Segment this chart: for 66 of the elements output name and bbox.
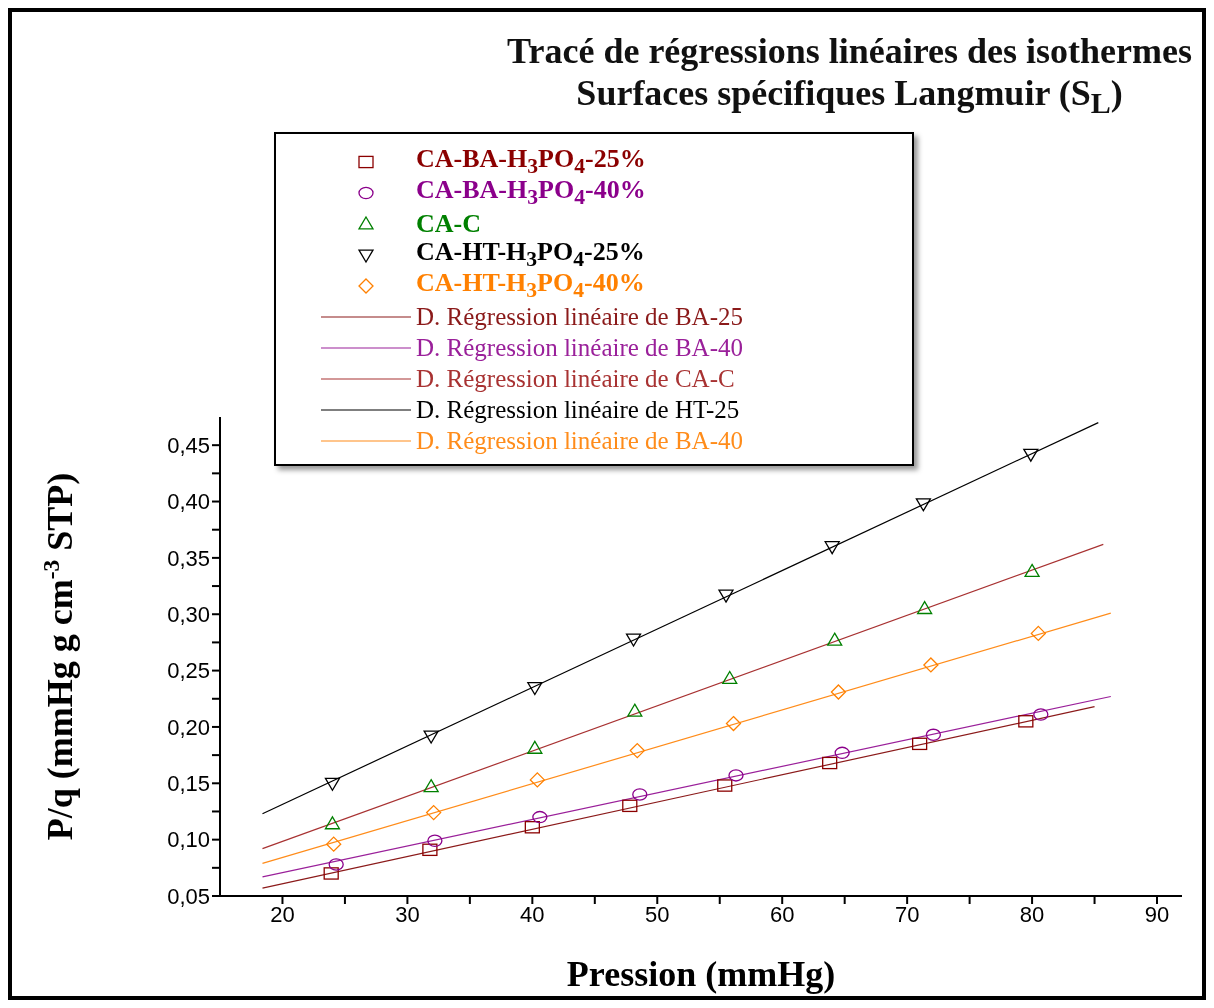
- point: [527, 681, 543, 696]
- point: [834, 746, 850, 760]
- point: [915, 498, 932, 512]
- legend-label: D. Régression linéaire de CA-C: [416, 364, 735, 393]
- x-tick-label: 60: [769, 901, 795, 927]
- point: [527, 740, 543, 754]
- point: [622, 799, 638, 813]
- point: [728, 769, 744, 782]
- point: [425, 804, 442, 821]
- point: [717, 779, 733, 792]
- y-tick-label: 0,35: [167, 545, 210, 571]
- point: [923, 657, 939, 673]
- point: [725, 715, 742, 732]
- point: [323, 867, 339, 880]
- point: [324, 816, 341, 830]
- x-tick-label: 90: [1144, 901, 1170, 927]
- point: [1023, 448, 1039, 462]
- point: [1033, 708, 1049, 721]
- x-tick-label: 30: [395, 901, 420, 927]
- point: [529, 772, 545, 788]
- y-tick-label: 0,25: [167, 658, 210, 684]
- chart-subtitle: Surfaces spécifiques Langmuir (S$_{L}$): [575, 72, 1124, 122]
- legend-label: CA-C: [416, 208, 481, 239]
- point: [718, 589, 734, 603]
- point: [830, 684, 847, 700]
- y-tick-label: 0,20: [167, 714, 210, 740]
- point: [524, 821, 540, 834]
- legend-label: D. Régression linéaire de BA-40: [416, 333, 744, 362]
- y-tick-label: 0,10: [167, 827, 210, 853]
- point: [625, 633, 642, 647]
- point: [916, 600, 933, 615]
- x-tick-label: 50: [645, 901, 670, 927]
- y-tick-label: 0,05: [167, 883, 210, 909]
- point: [427, 834, 443, 848]
- x-tick-label: 80: [1019, 901, 1045, 927]
- point: [1024, 563, 1040, 577]
- point: [925, 728, 942, 742]
- y-tick-label: 0,40: [167, 489, 210, 515]
- point: [824, 541, 840, 555]
- legend-label: D. Régression linéaire de BA-40: [416, 426, 744, 455]
- point: [324, 777, 341, 791]
- legend-label: D. Régression linéaire de HT-25: [416, 395, 740, 424]
- x-axis-title: Pression (mmHg): [566, 954, 836, 994]
- point: [722, 670, 738, 685]
- point: [1030, 625, 1046, 642]
- point: [423, 730, 439, 744]
- point: [328, 858, 344, 871]
- y-tick-label: 0,45: [167, 432, 210, 458]
- point: [822, 756, 838, 770]
- point: [627, 703, 643, 717]
- point: [827, 632, 843, 646]
- y-tick-label: 0,30: [167, 602, 210, 628]
- x-tick-label: 70: [894, 901, 920, 927]
- x-tick-label: 40: [520, 901, 545, 927]
- point: [423, 779, 439, 793]
- chart-title: Tracé de régressions linéaires des isothermes: [507, 30, 1192, 72]
- x-tick-label: 20: [270, 901, 295, 927]
- point: [629, 742, 645, 759]
- point: [911, 737, 928, 751]
- point: [326, 836, 342, 852]
- point: [532, 810, 548, 824]
- point: [1018, 715, 1034, 728]
- point: [632, 788, 648, 801]
- legend-label: D. Régression linéaire de BA-25: [416, 302, 744, 331]
- y-tick-label: 0,15: [167, 771, 210, 797]
- point: [422, 843, 438, 857]
